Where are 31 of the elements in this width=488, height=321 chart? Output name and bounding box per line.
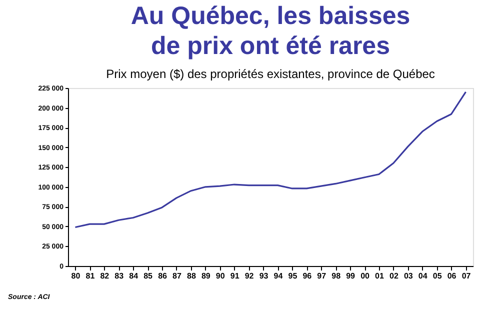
x-tick-label: 81: [86, 272, 96, 280]
x-tick-label: 80: [71, 272, 81, 280]
x-tick-label: 04: [418, 272, 428, 280]
x-tick-label: 98: [332, 272, 342, 280]
x-tick-label: 85: [144, 272, 154, 280]
x-tick-label: 07: [462, 272, 472, 280]
x-tick-label: 90: [216, 272, 226, 280]
x-tick-label: 84: [129, 272, 139, 280]
x-tick-label: 83: [114, 272, 124, 280]
x-tick-label: 99: [346, 272, 356, 280]
x-tick-label: 91: [230, 272, 240, 280]
x-tick-label: 94: [274, 272, 284, 280]
x-tick-label: 88: [186, 272, 196, 280]
x-tick-label: 96: [302, 272, 312, 280]
x-tick-label: 03: [404, 272, 414, 280]
chart-title: Au Québec, les baisses de prix ont été rares: [130, 2, 410, 60]
x-tick-label: 93: [259, 272, 269, 280]
chart-subtitle: Prix moyen ($) des propriétés existantes, province de Québec: [106, 67, 435, 81]
x-tick-label: 00: [360, 272, 370, 280]
x-tick-label: 89: [201, 272, 211, 280]
x-tick-label: 01: [375, 272, 384, 280]
x-tick-label: 82: [100, 272, 110, 280]
x-tick-label: 86: [158, 272, 168, 280]
x-tick-label: 06: [447, 272, 457, 280]
x-tick-label: 97: [317, 272, 327, 280]
x-tick-label: 92: [244, 272, 254, 280]
x-tick-label: 95: [288, 272, 298, 280]
line-series: [74, 91, 467, 228]
x-tick-label: 02: [389, 272, 399, 280]
x-tick-label: 05: [432, 272, 442, 280]
x-tick-label: 87: [172, 272, 182, 280]
